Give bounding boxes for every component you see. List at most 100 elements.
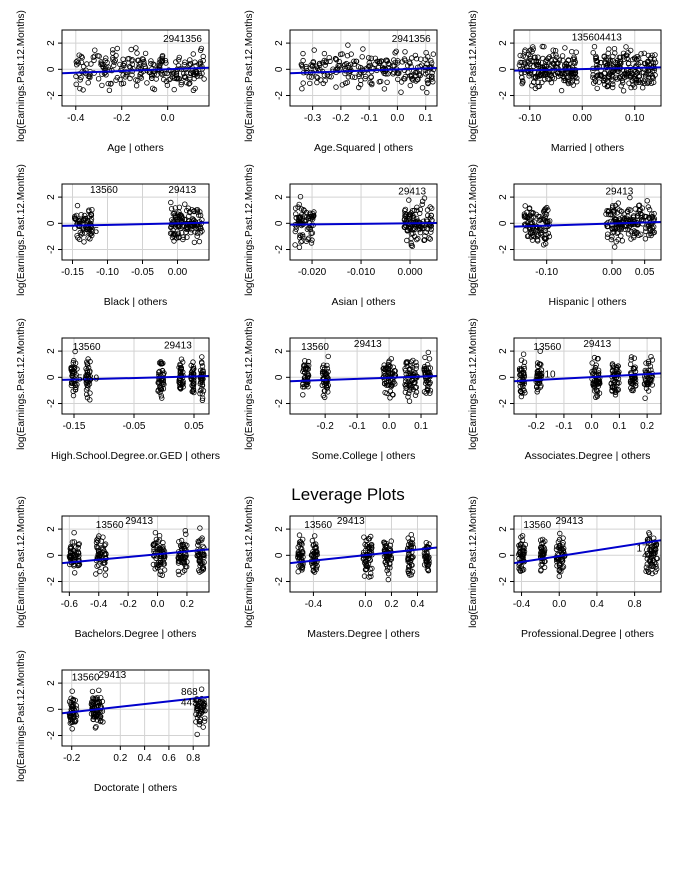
point-label: 29413 (125, 516, 153, 527)
data-point (184, 234, 190, 240)
data-point (159, 54, 165, 60)
data-point (596, 79, 602, 85)
data-point (320, 80, 326, 87)
data-point (196, 61, 202, 67)
data-point (559, 53, 566, 59)
data-point (429, 60, 435, 66)
data-point (423, 390, 429, 396)
data-point (80, 87, 86, 93)
data-point (596, 370, 602, 376)
data-point (535, 213, 541, 220)
data-point (171, 86, 177, 93)
data-point (612, 244, 618, 250)
plot-frame (513, 29, 662, 107)
data-point (519, 59, 525, 66)
data-point (351, 61, 357, 67)
data-point (172, 205, 178, 211)
data-point (409, 207, 416, 214)
x-tick-label: 0.4 (138, 753, 152, 764)
data-point (69, 705, 76, 711)
data-point (372, 61, 378, 67)
data-point (160, 76, 167, 83)
data-point (164, 82, 171, 88)
panel-married: 135604413 -0.10 0.00 0.10 -2 0 2 Married | othe… (468, 10, 662, 154)
regression-line (62, 66, 209, 75)
regression-line (62, 548, 209, 565)
data-point (368, 74, 374, 80)
data-point (521, 213, 528, 219)
data-point (635, 77, 641, 83)
data-point (308, 240, 315, 246)
x-axis-label: Black | others (104, 296, 167, 308)
data-point (593, 387, 599, 393)
data-point (300, 50, 306, 57)
panel-age2: 2941356 -0.3 -0.2 -0.1 0.0 0.1 -2 0 2 Age.Squared… (244, 10, 438, 154)
data-point (190, 51, 196, 57)
data-point (339, 82, 345, 88)
data-point (405, 62, 411, 69)
data-point (646, 531, 653, 537)
data-point (304, 226, 311, 232)
point-label: 10 (545, 369, 557, 380)
data-point (522, 390, 528, 396)
data-point (324, 362, 330, 369)
data-point (649, 211, 655, 217)
point-label: 5689 (77, 373, 100, 384)
y-tick-label: -2 (46, 91, 57, 100)
data-point (342, 80, 349, 86)
data-point (612, 392, 619, 398)
data-point (413, 236, 420, 243)
x-axis-label: Married | others (551, 142, 624, 154)
data-point (636, 79, 642, 85)
data-point (384, 543, 390, 549)
y-axis-label: log(Earnings.Past.12.Months) (468, 10, 479, 142)
data-point (178, 366, 184, 373)
data-point (520, 53, 526, 59)
data-point (645, 52, 652, 59)
data-point (200, 53, 206, 60)
data-point (604, 62, 611, 68)
data-point (129, 72, 135, 78)
data-point (200, 724, 206, 730)
data-point (384, 364, 390, 371)
data-point (169, 234, 176, 241)
data-point (426, 541, 432, 547)
data-point (646, 206, 653, 213)
y-tick-label: 0 (46, 220, 57, 226)
x-tick-label: 0.2 (385, 599, 399, 610)
data-point (295, 217, 302, 224)
data-point (73, 81, 79, 87)
data-point (398, 89, 404, 95)
data-point (573, 49, 579, 55)
data-point (154, 72, 160, 78)
data-point (631, 84, 638, 90)
data-point (621, 71, 628, 77)
data-point (361, 534, 367, 540)
points-layer (66, 686, 208, 738)
data-point (633, 383, 639, 389)
data-point (157, 568, 164, 574)
data-point (620, 80, 626, 86)
points-layer (66, 525, 207, 578)
data-point (551, 61, 557, 68)
data-point (103, 64, 109, 70)
data-point (366, 544, 372, 551)
data-point (424, 89, 430, 96)
data-point (425, 80, 431, 87)
data-point (175, 560, 182, 566)
data-point (292, 205, 299, 211)
data-point (349, 74, 355, 80)
data-point (292, 242, 298, 248)
data-point (314, 75, 321, 81)
data-point (194, 230, 201, 236)
data-point (535, 54, 541, 60)
plot-frame (61, 29, 210, 107)
data-point (385, 571, 392, 577)
x-tick-label: 0.00 (168, 267, 188, 278)
data-point (179, 381, 186, 388)
data-point (128, 46, 134, 53)
data-point (102, 541, 109, 547)
x-tick-label: -0.2 (120, 599, 138, 610)
data-point (406, 390, 412, 397)
data-point (428, 58, 434, 64)
